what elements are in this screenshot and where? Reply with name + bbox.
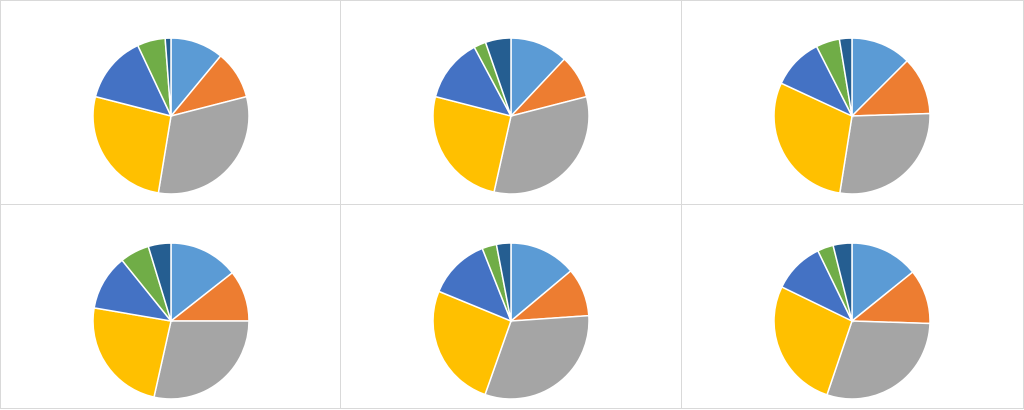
pie-chart (432, 37, 590, 195)
pie-slice-7 (495, 242, 512, 322)
pie-slice-1 (851, 37, 909, 118)
pie-slice-4 (773, 285, 853, 396)
pie-slice-4 (432, 95, 512, 194)
pie-slice-3 (153, 320, 250, 400)
pie-slice-5 (434, 46, 513, 118)
pie-chart (432, 242, 590, 400)
pie-slice-5 (94, 44, 173, 118)
pie-slice-4 (92, 95, 172, 194)
pie-slice-7 (164, 37, 172, 117)
pie-slice-4 (773, 82, 853, 194)
pie-slice-4 (92, 306, 172, 399)
chart-panel-2 (340, 0, 682, 205)
pie-slice-3 (838, 112, 931, 195)
pie-slice-7 (484, 37, 512, 117)
pie-slice-1 (510, 242, 572, 323)
chart-panel-4 (0, 204, 341, 409)
pie-slice-4 (432, 290, 512, 396)
pie-slice-7 (147, 242, 172, 322)
pie-slice-7 (838, 37, 853, 117)
pie-chart (773, 242, 931, 400)
pie-chart (773, 37, 931, 195)
pie-slice-3 (826, 320, 931, 400)
chart-panel-1 (0, 0, 341, 205)
pie-chart (92, 242, 250, 400)
pie-slice-7 (832, 242, 853, 322)
pie-slice-3 (484, 314, 590, 400)
chart-panel-6 (681, 204, 1024, 409)
pie-slice-3 (493, 95, 590, 195)
pie-slice-5 (437, 247, 513, 323)
pie-slice-1 (851, 242, 914, 323)
chart-panel-5 (340, 204, 682, 409)
pie-slice-1 (170, 242, 234, 323)
chart-panel-3 (681, 0, 1024, 205)
pie-slice-3 (157, 95, 250, 195)
pie-chart (92, 37, 250, 195)
